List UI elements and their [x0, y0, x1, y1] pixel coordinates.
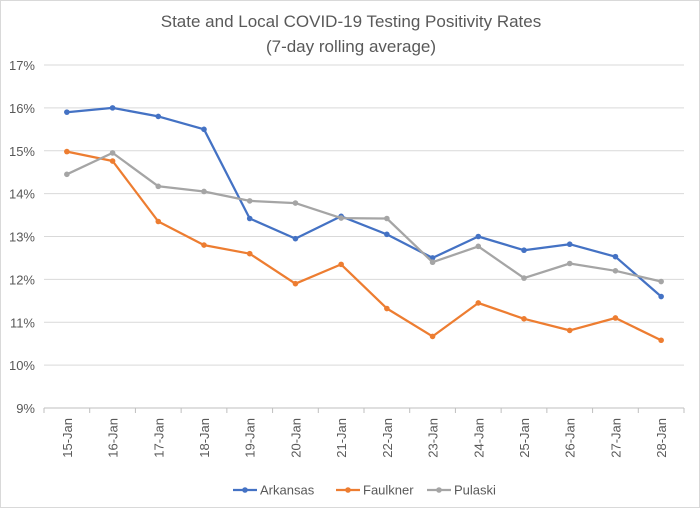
- y-tick-label: 12%: [9, 272, 35, 287]
- y-tick-label: 9%: [16, 401, 35, 416]
- data-point-pulaski: [201, 188, 207, 195]
- x-tick-label: 22-Jan: [380, 418, 395, 458]
- data-point-faulkner: [246, 250, 253, 257]
- data-point-faulkner: [109, 158, 116, 164]
- x-tick-label: 25-Jan: [517, 418, 532, 458]
- x-tick-label: 19-Jan: [243, 418, 258, 458]
- x-tick-label: 18-Jan: [197, 418, 212, 458]
- chart-title: State and Local COVID-19 Testing Positiv…: [161, 12, 541, 31]
- data-point-arkansas: [201, 126, 207, 133]
- data-point-faulkner: [338, 261, 344, 268]
- data-point-arkansas: [475, 233, 482, 240]
- data-point-pulaski: [566, 260, 573, 267]
- data-point-pulaski: [612, 268, 619, 274]
- data-point-pulaski: [109, 150, 116, 156]
- data-point-arkansas: [612, 253, 619, 260]
- data-point-faulkner: [429, 333, 436, 340]
- y-tick-label: 13%: [9, 230, 35, 245]
- data-point-arkansas: [292, 235, 299, 242]
- y-tick-label: 16%: [9, 101, 35, 116]
- x-tick-label: 21-Jan: [334, 418, 349, 458]
- y-tick-label: 10%: [9, 358, 35, 373]
- data-point-arkansas: [658, 293, 664, 300]
- legend-marker-pulaski: [436, 487, 442, 493]
- data-point-faulkner: [612, 315, 619, 321]
- data-point-pulaski: [338, 215, 344, 221]
- x-tick-label: 15-Jan: [60, 418, 75, 458]
- data-point-faulkner: [566, 327, 573, 334]
- data-point-faulkner: [292, 280, 299, 287]
- chart-subtitle: (7-day rolling average): [266, 37, 436, 56]
- data-point-pulaski: [292, 200, 299, 206]
- legend-marker-faulkner: [345, 487, 351, 493]
- series-line-faulkner: [65, 150, 663, 342]
- data-point-arkansas: [64, 109, 70, 115]
- data-point-faulkner: [201, 242, 207, 248]
- data-point-arkansas: [566, 241, 573, 248]
- x-tick-label: 24-Jan: [471, 418, 486, 458]
- y-tick-label: 11%: [10, 315, 35, 330]
- x-tick-label: 16-Jan: [106, 418, 121, 458]
- data-point-pulaski: [521, 275, 527, 281]
- data-point-pulaski: [475, 243, 482, 250]
- x-tick-label: 17-Jan: [151, 418, 166, 458]
- data-point-arkansas: [384, 231, 390, 238]
- x-tick-label: 27-Jan: [608, 418, 623, 458]
- data-point-faulkner: [155, 218, 162, 225]
- x-tick-label: 26-Jan: [563, 418, 578, 458]
- y-tick-label: 14%: [9, 187, 35, 202]
- data-point-arkansas: [155, 113, 162, 120]
- legend-label-pulaski: Pulaski: [454, 483, 496, 498]
- y-tick-label: 15%: [9, 144, 35, 159]
- data-point-faulkner: [658, 337, 664, 344]
- series-line-pulaski: [65, 151, 663, 283]
- data-point-faulkner: [64, 148, 70, 155]
- x-tick-label: 28-Jan: [654, 418, 669, 458]
- data-point-pulaski: [658, 278, 664, 285]
- data-point-arkansas: [246, 215, 253, 222]
- data-point-faulkner: [384, 305, 390, 312]
- y-tick-label: 17%: [9, 58, 35, 73]
- data-point-arkansas: [521, 247, 527, 254]
- data-point-pulaski: [384, 215, 390, 222]
- legend-label-arkansas: Arkansas: [260, 483, 315, 498]
- data-point-arkansas: [109, 105, 116, 111]
- data-point-faulkner: [475, 300, 482, 306]
- x-tick-label: 20-Jan: [288, 418, 303, 458]
- series-line-arkansas: [65, 106, 663, 298]
- x-tick-label: 23-Jan: [426, 418, 441, 458]
- legend-label-faulkner: Faulkner: [363, 483, 414, 498]
- data-point-pulaski: [429, 259, 436, 266]
- data-point-faulkner: [521, 316, 527, 322]
- data-point-pulaski: [64, 171, 70, 178]
- data-point-pulaski: [155, 183, 162, 190]
- data-point-pulaski: [246, 198, 253, 204]
- legend-marker-arkansas: [242, 487, 248, 493]
